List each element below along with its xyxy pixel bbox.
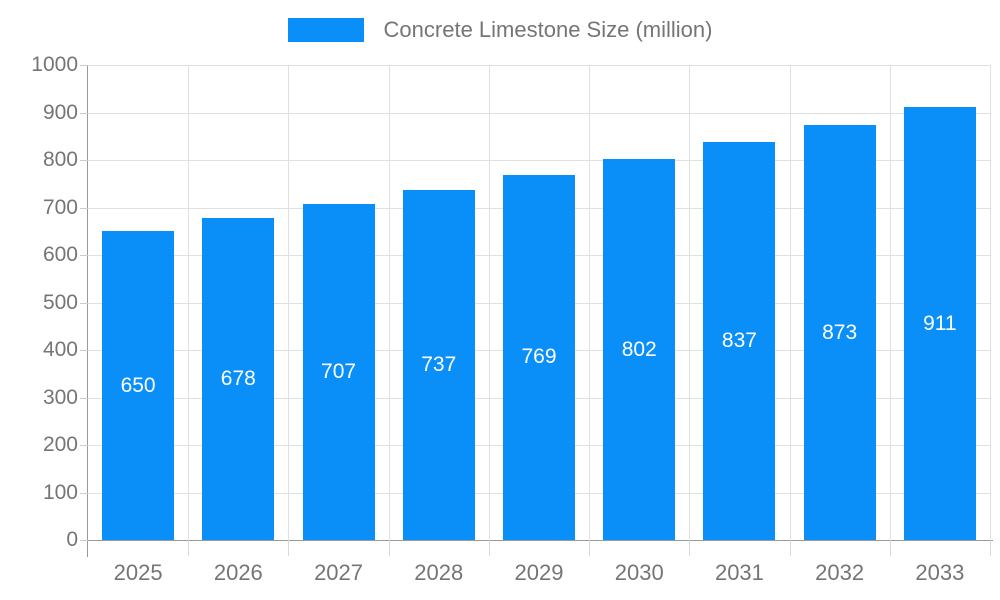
- x-axis-tick: [990, 540, 991, 556]
- gridline-vertical: [288, 65, 290, 540]
- bar[interactable]: 911: [903, 107, 976, 540]
- y-axis-tick: [80, 397, 88, 399]
- y-tick-label: 800: [42, 148, 78, 171]
- gridline-vertical: [889, 65, 891, 540]
- x-tick-label: 2027: [314, 560, 364, 585]
- gridline-horizontal: [88, 160, 990, 161]
- x-axis-tick: [388, 540, 390, 556]
- legend-label: Concrete Limestone Size (million): [383, 17, 713, 42]
- y-tick-label: 200: [42, 433, 78, 456]
- bar-value-label: 911: [923, 311, 957, 335]
- bar-value-label: 873: [822, 320, 858, 344]
- gridline-vertical: [488, 65, 490, 540]
- y-axis-tick: [80, 350, 88, 351]
- x-axis-line: [87, 540, 993, 541]
- y-tick-label: 100: [42, 480, 78, 504]
- bar[interactable]: 678: [202, 217, 275, 540]
- gridline-vertical: [589, 65, 591, 540]
- bar-value-label: 769: [521, 345, 557, 369]
- bar-value-label: 678: [220, 366, 256, 390]
- y-tick-label: 300: [42, 385, 78, 409]
- x-tick-label: 2033: [915, 560, 965, 585]
- y-tick-label: 500: [42, 290, 78, 314]
- bar[interactable]: 650: [102, 231, 175, 540]
- gridline-vertical: [990, 65, 991, 540]
- gridline-vertical: [689, 65, 691, 540]
- x-tick-label: 2026: [213, 560, 263, 585]
- plot-area: 650 678 707 737 769 802 837 873 911: [87, 65, 993, 557]
- y-axis-line: [87, 65, 88, 557]
- gridline-horizontal: [88, 65, 990, 66]
- x-tick-label: 2025: [113, 560, 163, 585]
- x-axis-tick: [488, 540, 490, 556]
- gridline-vertical: [388, 65, 390, 540]
- bar-value-label: 650: [120, 373, 156, 397]
- y-axis-tick: [80, 302, 88, 304]
- y-tick-label: 0: [66, 528, 78, 551]
- bar[interactable]: 707: [302, 204, 375, 540]
- bar[interactable]: 769: [503, 174, 575, 540]
- bar-value-label: 837: [721, 329, 757, 353]
- x-axis-tick: [288, 540, 290, 556]
- gridline-vertical: [188, 65, 190, 540]
- bar[interactable]: 802: [603, 159, 676, 540]
- bar-value-label: 707: [321, 360, 357, 384]
- bar[interactable]: 837: [703, 142, 776, 540]
- x-axis-tick: [589, 540, 591, 556]
- bar-value-label: 737: [421, 352, 457, 376]
- x-tick-label: 2029: [514, 560, 564, 585]
- y-tick-label: 400: [42, 338, 78, 361]
- bar-value-label: 802: [621, 337, 657, 361]
- y-axis-tick: [80, 160, 88, 161]
- y-tick-label: 700: [42, 195, 78, 219]
- y-axis-tick: [80, 255, 88, 256]
- y-tick-label: 900: [42, 100, 78, 124]
- gridline-vertical: [789, 65, 791, 540]
- y-axis-tick: [80, 445, 88, 446]
- y-axis-tick: [80, 492, 88, 494]
- x-tick-label: 2028: [414, 560, 464, 585]
- y-axis-tick: [80, 540, 88, 541]
- y-axis-tick: [80, 207, 88, 209]
- gridline-horizontal: [88, 112, 990, 114]
- y-tick-label: 1000: [31, 53, 78, 76]
- x-axis-tick: [188, 540, 190, 556]
- x-tick-label: 2030: [614, 560, 664, 585]
- bar[interactable]: 873: [803, 125, 876, 540]
- x-axis-tick: [689, 540, 691, 556]
- x-axis-tick: [889, 540, 891, 556]
- x-axis-tick: [789, 540, 791, 556]
- y-axis-tick: [80, 112, 88, 114]
- y-tick-label: 600: [42, 243, 78, 266]
- legend-swatch: [287, 18, 364, 42]
- x-tick-label: 2031: [714, 560, 764, 585]
- legend[interactable]: Concrete Limestone Size (million): [0, 18, 1000, 42]
- y-axis-tick: [80, 65, 88, 66]
- bar[interactable]: 737: [402, 189, 475, 540]
- x-tick-label: 2032: [815, 560, 865, 585]
